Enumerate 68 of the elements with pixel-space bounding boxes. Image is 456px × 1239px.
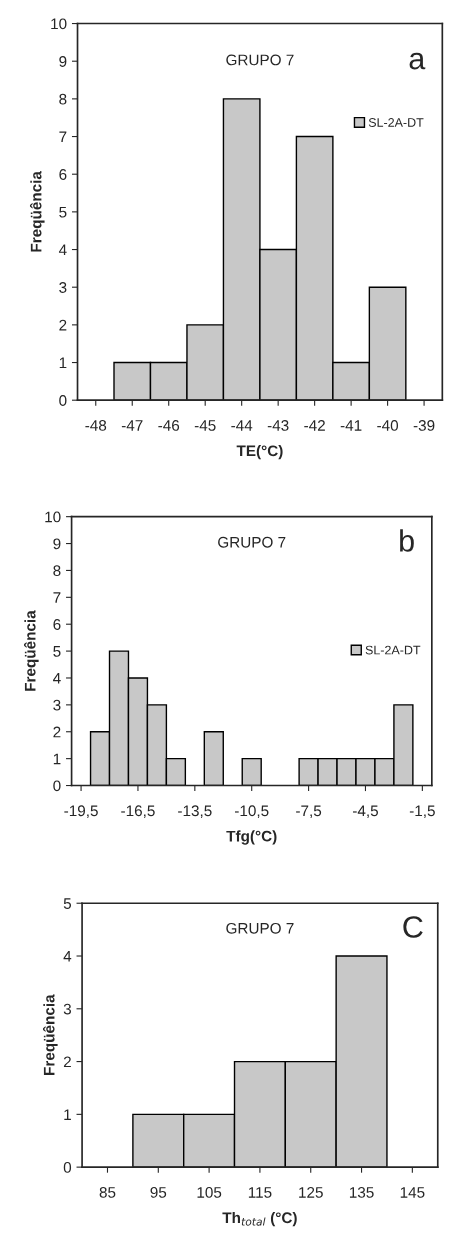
y-tick-label: 4: [63, 951, 72, 962]
y-tick-label: 1: [64, 1109, 71, 1120]
x-tick-label: -13,5: [178, 805, 212, 818]
x-tick-label: -45: [194, 420, 216, 431]
y-tick-label: 1: [53, 753, 61, 765]
y-tick-label: 7: [53, 592, 61, 603]
x-tick-label: -16,5: [121, 805, 155, 818]
x-tick-label: -19,5: [64, 805, 98, 818]
annotation: C: [403, 916, 423, 938]
text: GRUPO 7: [226, 54, 294, 66]
y-tick-label: 5: [63, 898, 72, 909]
legend-label: SL-2A-DT: [365, 645, 421, 655]
x-tick-label: 105: [197, 1186, 222, 1198]
y-axis-title: Freqüência: [24, 610, 39, 691]
y-tick-label: 1: [59, 357, 67, 369]
y-tick-label: 3: [53, 699, 61, 711]
y-tick-label: 5: [59, 206, 67, 218]
y-tick-label: 5: [53, 646, 61, 657]
y-tick-label: 4: [58, 244, 67, 256]
x-tick-label: -47: [121, 420, 143, 431]
x-tick-label: -40: [377, 420, 399, 431]
y-axis-title: Freqüência: [43, 994, 58, 1075]
y-tick-label: 4: [53, 673, 61, 684]
x-tick-label: -4,5: [352, 805, 378, 818]
y-tick-label: 2: [59, 319, 67, 331]
x-tick-label: 115: [248, 1187, 272, 1198]
y-tick-label: 0: [63, 1162, 72, 1173]
x-tick-label: -46: [158, 420, 180, 431]
y-axis-title: Freqüência: [29, 171, 45, 252]
bar: [203, 731, 224, 786]
x-tick-label: -1,5: [409, 805, 435, 818]
x-axis-title: Th$_{total}$ (°C): [222, 1211, 297, 1227]
y-tick-label: 7: [59, 131, 67, 143]
y-tick-label: 2: [63, 1056, 71, 1068]
bar: [241, 757, 262, 786]
text: GRUPO 7: [226, 922, 294, 934]
y-tick-label: 3: [59, 282, 67, 293]
y-tick-label: 2: [53, 726, 61, 738]
x-axis-title: TE(°C): [236, 444, 283, 460]
y-tick-label: 10: [45, 511, 61, 523]
x-tick-label: -43: [267, 420, 289, 431]
y-tick-label: 9: [59, 56, 67, 67]
y-tick-label: 6: [59, 169, 67, 180]
x-tick-label: -44: [231, 420, 253, 431]
x-tick-label: -42: [304, 420, 325, 431]
y-tick-label: 8: [59, 93, 67, 105]
text: GRUPO 7: [218, 536, 286, 548]
y-tick-label: 9: [53, 538, 61, 550]
y-tick-label: 0: [59, 395, 67, 406]
x-tick-label: -48: [85, 420, 107, 431]
x-tick-label: 95: [150, 1186, 167, 1198]
x-tick-label: 125: [299, 1186, 323, 1198]
x-tick-label: -7,5: [296, 805, 322, 818]
x-tick-label: 85: [99, 1186, 116, 1198]
x-tick-label: 145: [400, 1187, 425, 1198]
y-tick-label: 8: [53, 565, 61, 577]
x-tick-label: 135: [349, 1186, 374, 1198]
x-tick-label: -41: [340, 420, 362, 431]
y-tick-label: 6: [53, 619, 61, 630]
x-tick-label: -39: [413, 420, 435, 431]
y-tick-label: 3: [63, 1003, 71, 1015]
legend-label: SL-2A-DT: [368, 118, 424, 127]
annotation: b: [400, 529, 414, 552]
x-axis-title: Tfg(°C): [226, 830, 277, 845]
annotation: a: [409, 52, 426, 70]
y-tick-label: 10: [51, 18, 67, 30]
x-tick-label: -10,5: [234, 805, 269, 818]
y-tick-label: 0: [53, 780, 61, 792]
